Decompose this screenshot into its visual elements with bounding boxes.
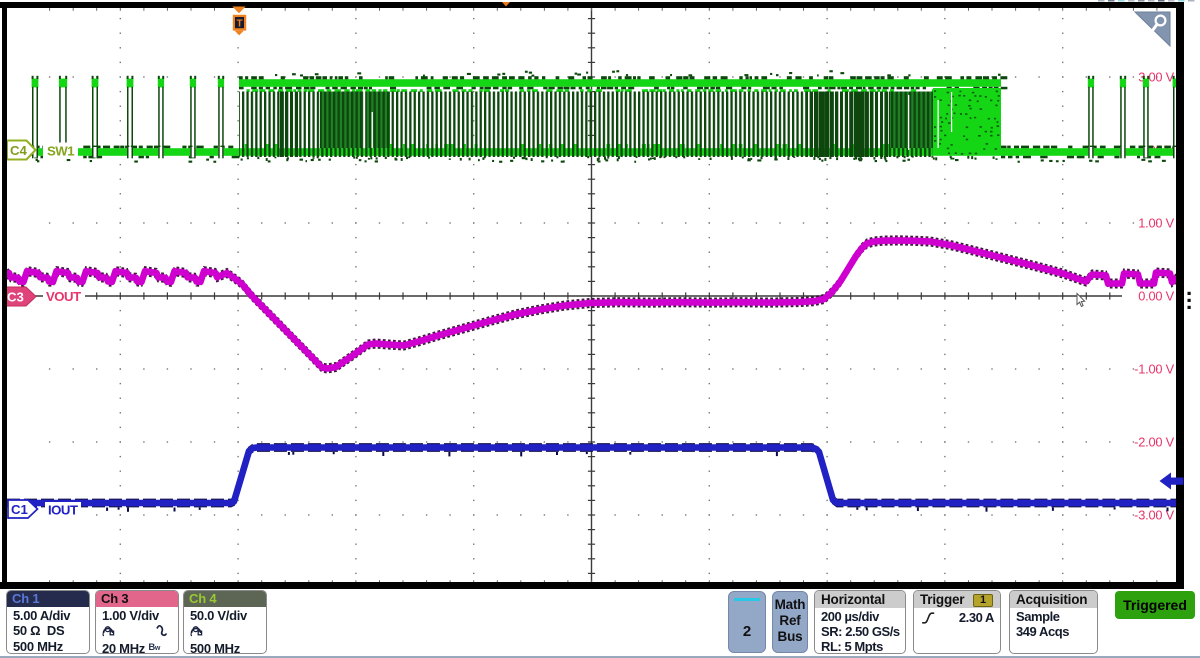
svg-text:C3: C3 — [7, 290, 24, 305]
svg-text:SW1: SW1 — [47, 144, 74, 159]
svg-text:VOUT: VOUT — [46, 289, 81, 304]
svg-text:IOUT: IOUT — [48, 503, 78, 518]
svg-text:C4: C4 — [10, 143, 28, 158]
svg-text:-2.00 V: -2.00 V — [1134, 435, 1175, 450]
svg-text:-1.00 V: -1.00 V — [1134, 362, 1175, 377]
svg-text:0.00 V: 0.00 V — [1138, 289, 1174, 304]
svg-text:C1: C1 — [11, 502, 28, 517]
svg-text:1.00 V: 1.00 V — [1138, 216, 1174, 231]
svg-text:T: T — [236, 19, 242, 30]
svg-text:-3.00 V: -3.00 V — [1134, 508, 1175, 523]
